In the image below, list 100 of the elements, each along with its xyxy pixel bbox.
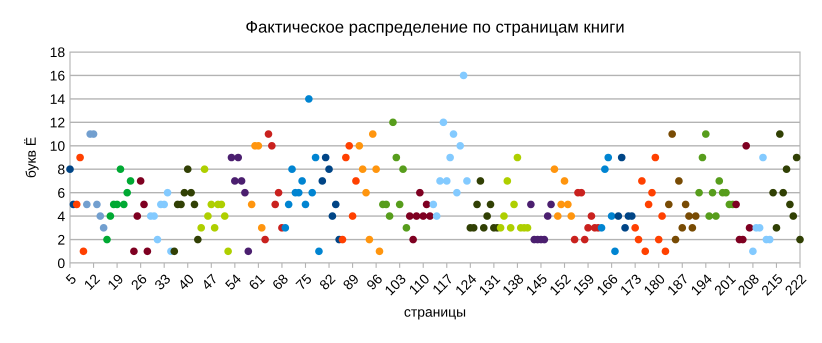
point	[584, 224, 592, 232]
point	[514, 154, 522, 162]
point	[348, 212, 356, 220]
y-tick-label: 8	[58, 164, 65, 174]
point	[396, 200, 404, 208]
point	[430, 200, 438, 208]
x-tick-label: 180	[643, 273, 666, 296]
point	[116, 165, 124, 174]
point	[570, 236, 578, 244]
point	[483, 212, 491, 220]
point	[241, 188, 249, 196]
point	[281, 224, 290, 232]
point	[436, 177, 444, 185]
point	[298, 177, 306, 185]
point	[386, 212, 394, 220]
point	[244, 247, 252, 256]
x-tick-label: 145	[526, 273, 548, 296]
point	[180, 188, 188, 196]
point	[486, 200, 494, 208]
point	[258, 224, 266, 232]
point	[133, 212, 142, 220]
point	[164, 188, 172, 196]
point	[665, 200, 673, 208]
point	[197, 224, 205, 232]
point	[641, 247, 650, 256]
x-tick-label: 187	[666, 273, 689, 296]
point	[658, 212, 666, 220]
point	[284, 200, 292, 208]
y-tick-label: 16	[50, 70, 65, 81]
point	[399, 165, 407, 174]
point	[527, 200, 535, 208]
point	[312, 154, 320, 162]
point	[322, 154, 330, 162]
point	[238, 177, 246, 185]
point	[234, 154, 242, 162]
point	[362, 188, 370, 196]
y-axis-title: букв Ё	[24, 138, 39, 178]
point	[698, 154, 706, 162]
point	[749, 247, 757, 256]
point	[358, 165, 366, 174]
point	[389, 118, 397, 126]
point	[652, 154, 660, 162]
point	[678, 224, 686, 232]
x-tick-label: 12	[84, 273, 100, 290]
x-axis-title: страницы	[404, 309, 466, 320]
point	[210, 224, 218, 232]
point	[608, 212, 616, 220]
y-tick-label: 18	[50, 47, 65, 58]
point	[618, 154, 626, 162]
y-tick-label: 12	[50, 118, 64, 128]
point	[456, 142, 464, 150]
point	[416, 188, 424, 196]
point	[685, 212, 693, 220]
point	[688, 224, 696, 232]
point	[648, 188, 656, 196]
x-tick-label: 47	[200, 274, 218, 291]
point	[598, 224, 606, 232]
point	[779, 188, 787, 196]
point	[702, 130, 710, 138]
point	[154, 236, 162, 244]
point	[268, 142, 276, 150]
point	[712, 212, 720, 220]
point	[500, 212, 508, 220]
x-tick-label: 117	[432, 274, 454, 295]
point	[332, 200, 340, 208]
x-tick-label: 208	[737, 273, 760, 296]
point	[426, 212, 434, 220]
x-tick-label: 75	[295, 273, 312, 290]
point	[554, 212, 562, 220]
point	[187, 188, 195, 196]
point	[692, 212, 700, 220]
point	[480, 224, 488, 232]
x-tick-label: 61	[248, 273, 266, 290]
point	[510, 200, 518, 208]
x-tick-label: 138	[502, 273, 524, 296]
point	[732, 200, 740, 208]
point	[409, 236, 417, 244]
x-tick-label: 201	[714, 273, 736, 296]
point	[264, 130, 272, 138]
point	[402, 224, 410, 232]
x-tick-label: 103	[384, 273, 406, 296]
point	[564, 200, 572, 208]
point	[715, 177, 724, 185]
point	[432, 212, 440, 220]
x-tick-label: 82	[318, 273, 336, 290]
point	[103, 236, 111, 244]
point	[654, 236, 663, 244]
point	[772, 224, 780, 232]
point	[782, 165, 790, 174]
x-tick-label: 124	[454, 273, 478, 296]
point	[274, 188, 282, 196]
point	[634, 236, 642, 244]
x-tick-label: 40	[177, 273, 195, 291]
point	[560, 177, 568, 185]
point	[440, 118, 448, 126]
point	[207, 200, 216, 208]
point	[672, 236, 680, 244]
point	[106, 212, 114, 220]
point	[83, 200, 91, 208]
point	[136, 177, 144, 185]
